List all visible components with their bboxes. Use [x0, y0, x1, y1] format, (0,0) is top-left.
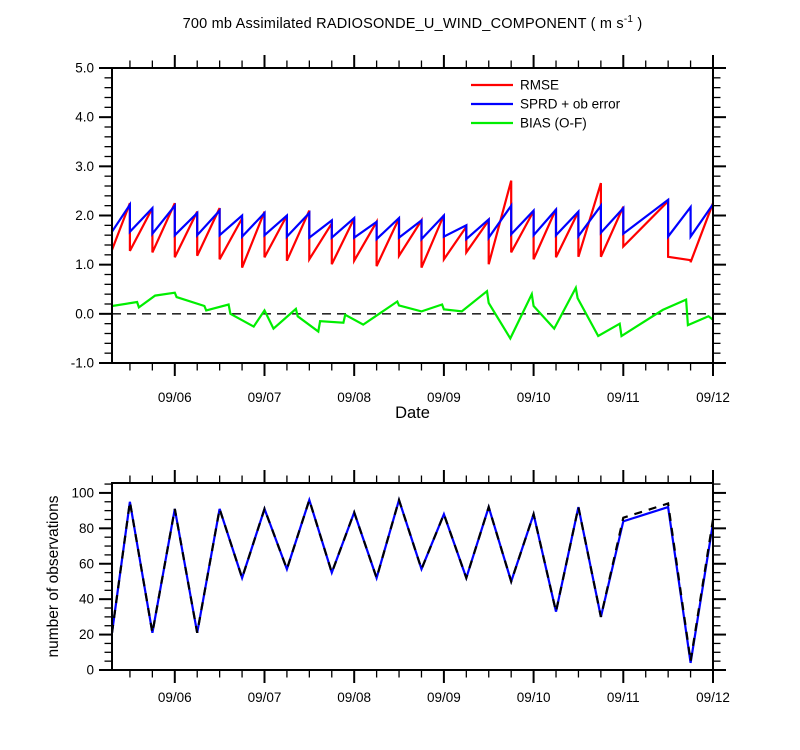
x-axis-title: Date: [395, 404, 430, 422]
plot-box: [111, 67, 714, 364]
y-tick-label: 80: [79, 521, 94, 536]
chart-title-close: ): [633, 15, 643, 32]
y-tick-label: 3.0: [75, 159, 94, 174]
series-bias-o-f--line: [112, 284, 713, 341]
x-tick-label: 09/08: [337, 390, 371, 405]
x-tick-label: 09/07: [248, 690, 282, 705]
y-tick-label: 1.0: [75, 257, 94, 272]
x-tick-label: 09/12: [696, 390, 730, 405]
x-tick-label: 09/11: [607, 390, 640, 405]
chart-title: 700 mb Assimilated RADIOSONDE_U_WIND_COM…: [112, 14, 713, 32]
series-observations-assimilated-line: [112, 496, 713, 662]
legend-label-sprd-ob-error: SPRD + ob error: [520, 97, 621, 112]
series-sprd-ob-error-line: [112, 197, 713, 242]
y-tick-label: 4.0: [75, 110, 94, 125]
x-tick-label: 09/09: [427, 390, 461, 405]
chart-title-superscript: -1: [623, 14, 634, 25]
series-observations-total-line: [112, 496, 713, 664]
top-chart: 09/06 09/07 09/08 09/09 09/10 09/11 09/12 -1.0 0…: [71, 55, 730, 422]
x-tick-label: 09/10: [517, 690, 551, 705]
y-tick-label: 100: [71, 485, 94, 500]
x-tick-label: 09/06: [158, 390, 192, 405]
series-group: [112, 180, 713, 341]
plot-box: [111, 482, 714, 671]
y-tick-label: 0: [86, 663, 94, 678]
legend-label-bias-o-f-: BIAS (O-F): [520, 116, 587, 131]
y-tick-label: -1.0: [71, 356, 94, 371]
y-tick-label: 2.0: [75, 208, 94, 223]
bottom-chart: 09/06 09/07 09/08 09/09 09/10 09/11 09/12 0 20 40…: [45, 470, 730, 705]
series-group: [112, 496, 713, 664]
x-tick-label: 09/11: [607, 690, 640, 705]
y-tick-label: 60: [79, 556, 94, 571]
x-tick-label: 09/08: [337, 690, 371, 705]
legend-label-rmse: RMSE: [520, 78, 559, 93]
x-tick-label: 09/10: [517, 390, 551, 405]
x-tick-label: 09/07: [248, 390, 282, 405]
x-tick-label: 09/06: [158, 690, 192, 705]
y-tick-label: 5.0: [75, 61, 94, 76]
x-tick-label: 09/12: [696, 690, 730, 705]
y-tick-label: 40: [79, 592, 94, 607]
chart-title-main: 700 mb Assimilated RADIOSONDE_U_WIND_COM…: [182, 15, 624, 32]
x-tick-label: 09/09: [427, 690, 461, 705]
y-tick-label: 0.0: [75, 306, 94, 321]
y-tick-label: 20: [79, 627, 94, 642]
y-axis-title: number of observations: [45, 495, 62, 657]
